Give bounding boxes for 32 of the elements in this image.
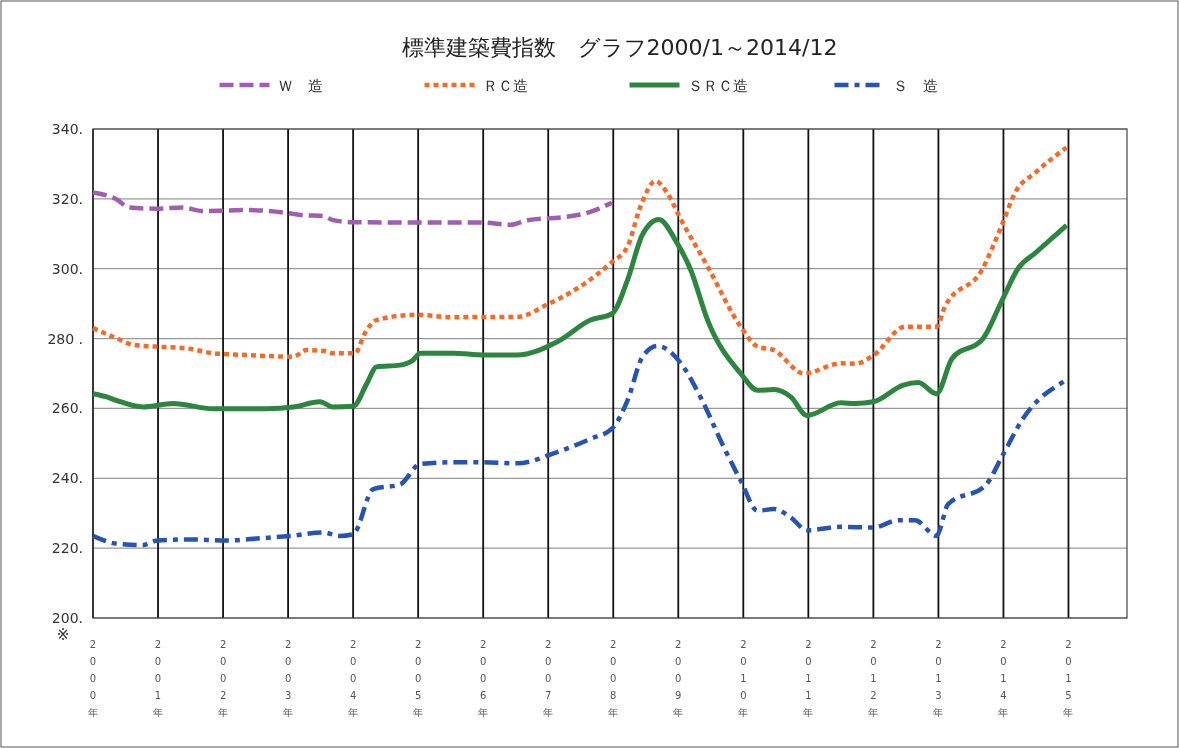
y-tick-label: 260. (51, 400, 83, 417)
y-tick-label: 200. (51, 610, 83, 626)
y-tick-label: 300. (51, 260, 83, 277)
x-tick-label: 2008年 (608, 639, 619, 718)
x-tick-label: 2007年 (543, 639, 554, 718)
legend-label: Ｓ 造 (892, 77, 938, 95)
x-tick-label: 2015年 (1063, 639, 1074, 718)
y-tick-label: 320. (51, 190, 83, 207)
legend-label: Ｗ 造 (277, 77, 323, 95)
x-tick-label: 2011年 (803, 639, 814, 718)
x-tick-label: 2000年 (88, 639, 98, 718)
x-tick-label: 2005年 (413, 639, 424, 718)
x-tick-label: 2014年 (998, 639, 1009, 718)
line-series (90, 145, 1069, 376)
x-tick-label: 2006年 (478, 639, 489, 718)
y-tick-label: 220. (51, 540, 83, 557)
x-tick-label: 2004年 (348, 639, 359, 718)
x-tick-label: 2009年 (673, 639, 684, 718)
x-tick-label: 2012年 (868, 639, 879, 718)
x-tick-label: 2003年 (283, 639, 294, 718)
x-tick-label: 2010年 (738, 639, 749, 718)
x-tick-label: 2013年 (933, 639, 944, 718)
legend-label: ＲＣ造 (482, 77, 528, 95)
y-tick-label: 340. (51, 121, 83, 137)
legend-label: ＳＲＣ造 (687, 77, 748, 95)
line-series (90, 190, 615, 227)
y-tick-label: 280 . (47, 330, 83, 347)
x-tick-label: 2001年 (153, 639, 164, 718)
text: ※ (56, 626, 70, 644)
x-tick-label: 2002年 (218, 639, 229, 718)
chart-title: 標準建築費指数 グラフ2000/1～2014/12 (401, 35, 838, 60)
y-tick-label: 240. (51, 470, 83, 487)
